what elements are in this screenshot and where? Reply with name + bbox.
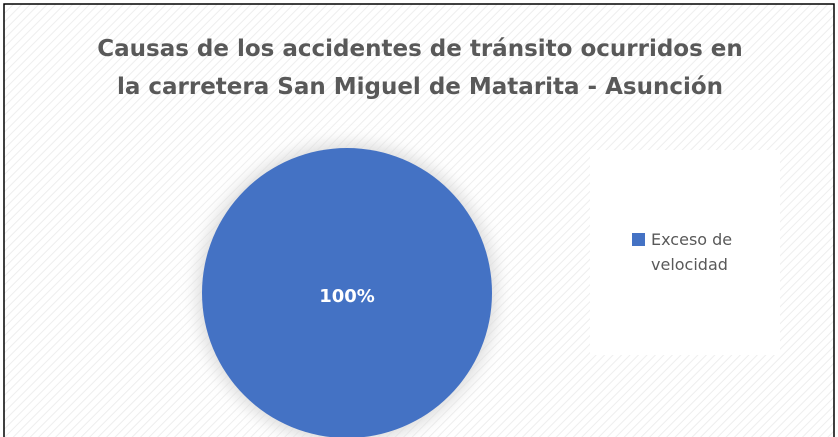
legend-label: Exceso de velocidad [651,230,733,274]
legend-box [590,150,780,355]
legend: Exceso de velocidad [632,227,762,277]
pie: 100% [202,148,492,437]
chart-title: Causas de los accidentes de tránsito ocu… [97,36,743,100]
legend-swatch [632,233,645,246]
pie-slice [202,148,492,437]
data-label: 100% [319,286,375,307]
